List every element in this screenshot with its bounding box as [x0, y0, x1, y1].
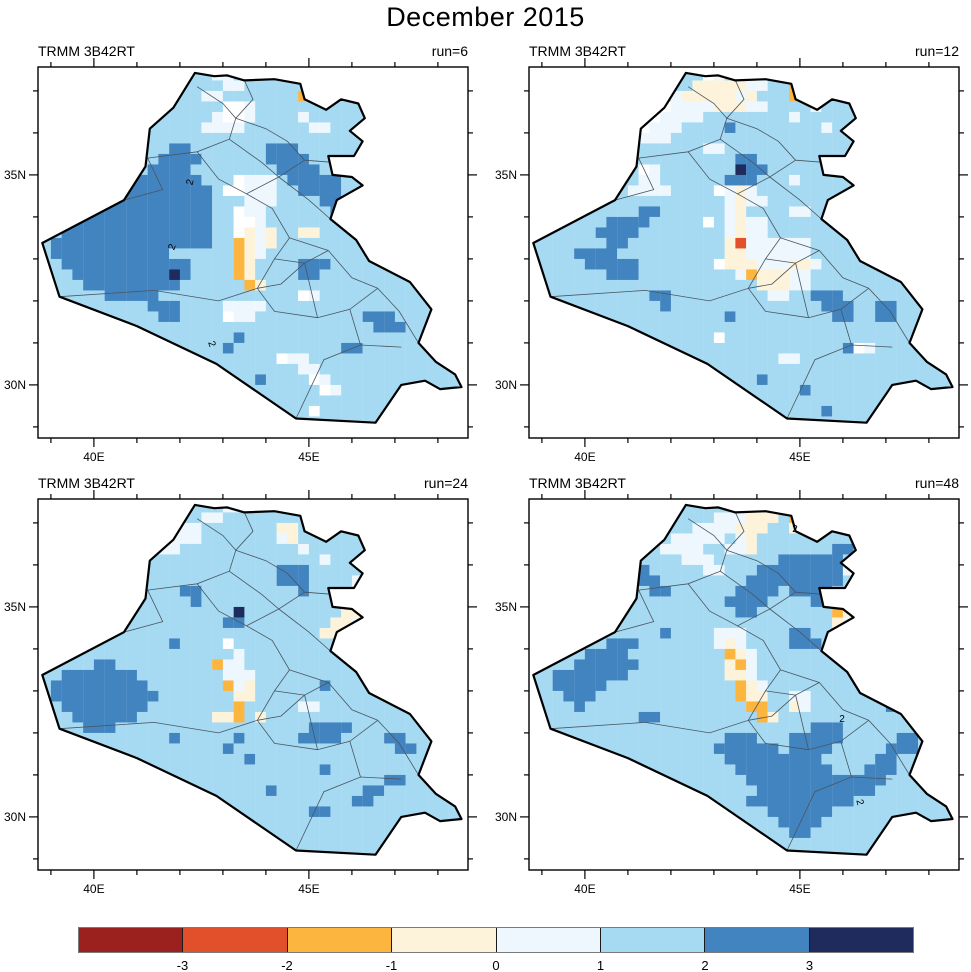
colorbar-tick-label: 3: [805, 958, 814, 972]
x-tick-label: 45E: [298, 882, 319, 896]
map-run-12: 40E 45E 35N 30N: [495, 58, 968, 464]
run-label: run=24: [424, 475, 468, 491]
colorbar-tick-label: -1: [385, 958, 398, 972]
axis-ticks: [520, 490, 968, 879]
panel-run-48: TRMM 3B42RT run=48 40E 45E 35N 30N 2 2 2: [495, 475, 968, 896]
run-label: run=6: [431, 43, 468, 59]
contour-label: 2: [205, 340, 217, 349]
contour-label: 2: [167, 242, 179, 251]
panel-header: TRMM 3B42RT run=48: [529, 474, 959, 492]
y-tick-label: 30N: [4, 378, 26, 392]
province-borders: [550, 80, 910, 419]
x-tick-label: 40E: [83, 450, 104, 464]
colorbar-segment: [391, 928, 496, 952]
colorbar-segment: [808, 928, 913, 952]
y-tick-label: 35N: [4, 168, 26, 182]
axis-ticks: [29, 58, 477, 447]
colorbar-tick-label: -3: [176, 958, 189, 972]
figure-title: December 2015: [386, 2, 585, 32]
colorbar-segments: [78, 927, 914, 953]
colorbar-segment: [286, 928, 392, 952]
grid-cells: [42, 504, 462, 855]
colorbar-tick-label: 2: [701, 958, 709, 972]
country-outline: [532, 71, 954, 424]
colorbar-segment: [495, 928, 600, 952]
y-tick-label: 30N: [495, 378, 517, 392]
contour-label: 2: [185, 178, 197, 187]
colorbar: -3 -2 -1 0 1 2 3: [78, 927, 914, 972]
contour-label: 2: [792, 524, 798, 535]
province-borders: [59, 512, 419, 851]
x-tick-label: 40E: [574, 882, 595, 896]
colorbar-tick-label: 0: [492, 958, 500, 972]
grid-cells: [533, 504, 953, 855]
panel-run-12: TRMM 3B42RT run=12 40E 45E 35N 30N: [495, 43, 968, 464]
dataset-label: TRMM 3B42RT: [38, 475, 135, 491]
panel-header: TRMM 3B42RT run=12: [529, 42, 959, 60]
country-outline: [41, 71, 463, 424]
x-tick-label: 45E: [298, 450, 319, 464]
grid-cells: [533, 72, 953, 423]
dataset-label: TRMM 3B42RT: [529, 475, 626, 491]
grid-cells: [42, 72, 462, 423]
x-tick-label: 40E: [83, 882, 104, 896]
plot-frame: [528, 66, 960, 439]
country-outline: [532, 503, 954, 856]
map-run-6: 40E 45E 35N 30N 2 2 2: [4, 58, 477, 464]
y-tick-label: 35N: [495, 168, 517, 182]
x-tick-label: 45E: [789, 450, 810, 464]
x-tick-label: 40E: [574, 450, 595, 464]
colorbar-segment: [599, 928, 705, 952]
contour-label: 2: [839, 714, 845, 725]
province-borders: [550, 512, 910, 851]
y-tick-label: 30N: [4, 810, 26, 824]
contour-label: 2: [853, 798, 865, 807]
country-outline: [41, 503, 463, 856]
map-run-48: 40E 45E 35N 30N 2 2 2: [495, 490, 968, 896]
colorbar-tick-label: -2: [281, 958, 293, 972]
panel-header: TRMM 3B42RT run=24: [38, 474, 468, 492]
colorbar-segment: [182, 928, 287, 952]
plot-frame: [37, 498, 469, 871]
plot-frame: [528, 498, 960, 871]
run-label: run=48: [915, 475, 959, 491]
run-label: run=12: [915, 43, 959, 59]
colorbar-segment: [704, 928, 809, 952]
y-tick-label: 35N: [4, 600, 26, 614]
dataset-label: TRMM 3B42RT: [529, 43, 626, 59]
y-tick-label: 30N: [495, 810, 517, 824]
axis-ticks: [29, 490, 477, 879]
panel-run-24: TRMM 3B42RT run=24 40E 45E 35N 30N: [4, 475, 477, 896]
colorbar-tick-label: 1: [596, 958, 605, 972]
colorbar-segment: [79, 928, 183, 952]
province-borders: [59, 80, 419, 419]
panel-run-6: TRMM 3B42RT run=6 40E 45E 35N 30N 2 2 2: [4, 43, 477, 464]
y-tick-label: 35N: [495, 600, 517, 614]
panel-header: TRMM 3B42RT run=6: [38, 42, 468, 60]
dataset-label: TRMM 3B42RT: [38, 43, 135, 59]
map-run-24: 40E 45E 35N 30N: [4, 490, 477, 896]
axis-ticks: [520, 58, 968, 447]
plot-frame: [37, 66, 469, 439]
x-tick-label: 45E: [789, 882, 810, 896]
